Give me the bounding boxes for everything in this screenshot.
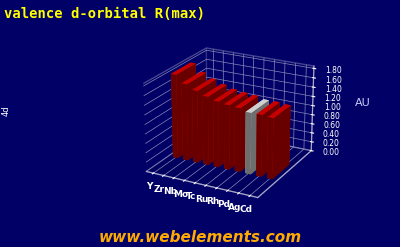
Text: 4d: 4d xyxy=(2,106,11,117)
Text: valence d-orbital R(max): valence d-orbital R(max) xyxy=(4,7,205,21)
Text: www.webelements.com: www.webelements.com xyxy=(98,229,302,245)
